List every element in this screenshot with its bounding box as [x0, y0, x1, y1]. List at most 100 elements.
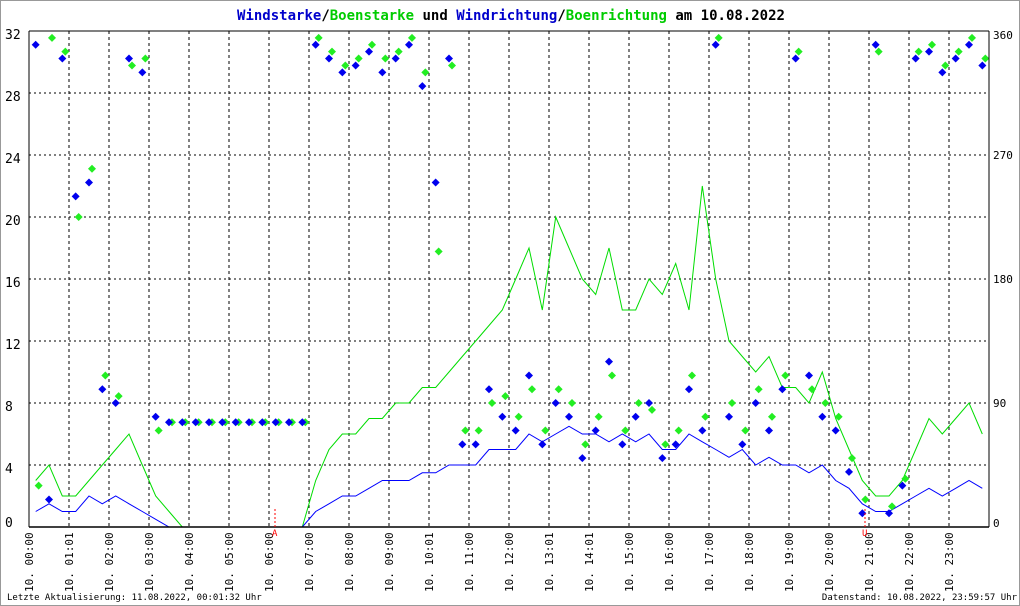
direction-point-windrichtung: [938, 68, 947, 77]
direction-point-windrichtung: [418, 82, 427, 91]
direction-point-boenrichtung: [848, 454, 856, 463]
direction-point-windrichtung: [471, 440, 480, 449]
direction-point-windrichtung: [591, 426, 600, 435]
direction-point-windrichtung: [511, 426, 520, 435]
direction-point-windrichtung: [791, 54, 800, 63]
direction-point-boenrichtung: [661, 440, 670, 449]
y-tick-label-left: 16: [5, 276, 21, 291]
y-tick-label-right: 180: [993, 273, 1013, 286]
title-part: /: [557, 8, 565, 24]
x-tick-label: 10. 10:01: [423, 532, 436, 592]
direction-point-boenrichtung: [794, 47, 803, 56]
direction-point-boenrichtung: [741, 426, 750, 435]
direction-point-windrichtung: [31, 40, 40, 49]
direction-point-boenrichtung: [861, 495, 870, 504]
direction-point-boenrichtung: [941, 61, 950, 70]
direction-point-boenrichtung: [34, 481, 43, 490]
direction-point-windrichtung: [325, 54, 333, 63]
direction-point-boenrichtung: [568, 399, 576, 407]
axes: 0 4 8 12 16 20 24 28 32 0 90 180 270 360 10. 00:00 10. …: [5, 28, 1013, 592]
direction-point-boenrichtung: [354, 54, 363, 63]
direction-point-windrichtung: [178, 418, 187, 427]
direction-point-boenrichtung: [341, 61, 350, 70]
direction-point-windrichtung: [805, 371, 813, 380]
y-tick-label-left: 0: [5, 516, 13, 531]
y-tick-label-right: 90: [993, 397, 1006, 410]
y-tick-label-right: 360: [993, 29, 1013, 42]
direction-point-boenrichtung: [421, 68, 430, 77]
direction-point-windrichtung: [58, 54, 67, 63]
sun-marker-label: U: [862, 529, 867, 539]
direction-point-boenrichtung: [808, 385, 816, 394]
direction-point-windrichtung: [151, 412, 160, 421]
direction-point-boenrichtung: [981, 54, 990, 63]
direction-point-windrichtung: [685, 385, 693, 394]
direction-point-windrichtung: [338, 68, 347, 77]
direction-point-windrichtung: [125, 54, 133, 63]
x-tick-label: 10. 13:01: [543, 532, 556, 592]
direction-point-boenrichtung: [901, 474, 910, 483]
direction-point-windrichtung: [525, 371, 533, 380]
direction-point-boenrichtung: [368, 40, 376, 49]
x-tick-label: 10. 15:00: [623, 532, 636, 592]
title-part: Boenstarke: [330, 8, 414, 24]
x-tick-label: 10. 11:00: [463, 532, 476, 592]
direction-point-boenrichtung: [434, 247, 443, 256]
direction-point-boenrichtung: [314, 33, 323, 42]
x-tick-label: 10. 22:00: [903, 532, 916, 592]
direction-point-windrichtung: [191, 418, 200, 427]
direction-point-boenrichtung: [754, 385, 763, 394]
title-part: Boenrichtung: [566, 8, 667, 24]
direction-point-windrichtung: [578, 454, 587, 463]
direction-point-windrichtung: [378, 68, 387, 77]
x-tick-label: 10. 02:00: [103, 532, 116, 592]
direction-point-boenrichtung: [488, 399, 496, 407]
x-tick-label: 10. 21:00: [863, 532, 876, 592]
direction-point-windrichtung: [845, 467, 853, 476]
direction-point-boenrichtung: [608, 371, 616, 380]
direction-point-windrichtung: [365, 47, 373, 56]
x-tick-label: 10. 17:00: [703, 532, 716, 592]
direction-point-boenrichtung: [914, 47, 923, 56]
direction-point-windrichtung: [138, 68, 147, 77]
y-tick-label-left: 8: [5, 400, 13, 415]
direction-point-boenrichtung: [821, 399, 830, 407]
direction-point-boenrichtung: [554, 385, 563, 394]
direction-point-windrichtung: [351, 61, 360, 70]
direction-point-windrichtung: [205, 418, 213, 427]
direction-point-boenrichtung: [581, 440, 590, 449]
direction-point-boenrichtung: [888, 502, 896, 511]
direction-point-windrichtung: [831, 426, 840, 435]
direction-point-boenrichtung: [768, 412, 776, 421]
direction-point-boenrichtung: [528, 385, 536, 394]
direction-point-boenrichtung: [88, 164, 96, 173]
x-tick-label: 10. 06:00: [263, 532, 276, 592]
direction-point-boenrichtung: [701, 412, 710, 421]
x-tick-label: 10. 00:00: [23, 532, 36, 592]
direction-point-boenrichtung: [874, 47, 883, 56]
x-tick-label: 10. 03:00: [143, 532, 156, 592]
x-tick-label: 10. 23:00: [943, 532, 956, 592]
direction-point-windrichtung: [725, 412, 733, 421]
direction-point-windrichtung: [431, 178, 440, 187]
x-tick-label: 10. 01:01: [63, 532, 76, 592]
direction-point-boenrichtung: [61, 47, 70, 56]
direction-point-boenrichtung: [541, 426, 550, 435]
direction-point-boenrichtung: [514, 412, 523, 421]
direction-point-boenrichtung: [501, 392, 510, 401]
direction-point-windrichtung: [458, 440, 467, 449]
direction-point-boenrichtung: [48, 33, 56, 42]
direction-point-windrichtung: [165, 418, 173, 427]
direction-point-windrichtung: [311, 40, 320, 49]
y-tick-label-left: 28: [5, 90, 21, 105]
y-tick-label-left: 4: [5, 462, 13, 477]
direction-point-boenrichtung: [381, 54, 390, 63]
x-tick-label: 10. 16:00: [663, 532, 676, 592]
direction-point-boenrichtung: [328, 47, 336, 56]
direction-point-boenrichtung: [461, 426, 470, 435]
direction-point-boenrichtung: [674, 426, 683, 435]
direction-point-boenrichtung: [448, 61, 456, 70]
y-tick-label-left: 24: [5, 152, 21, 167]
